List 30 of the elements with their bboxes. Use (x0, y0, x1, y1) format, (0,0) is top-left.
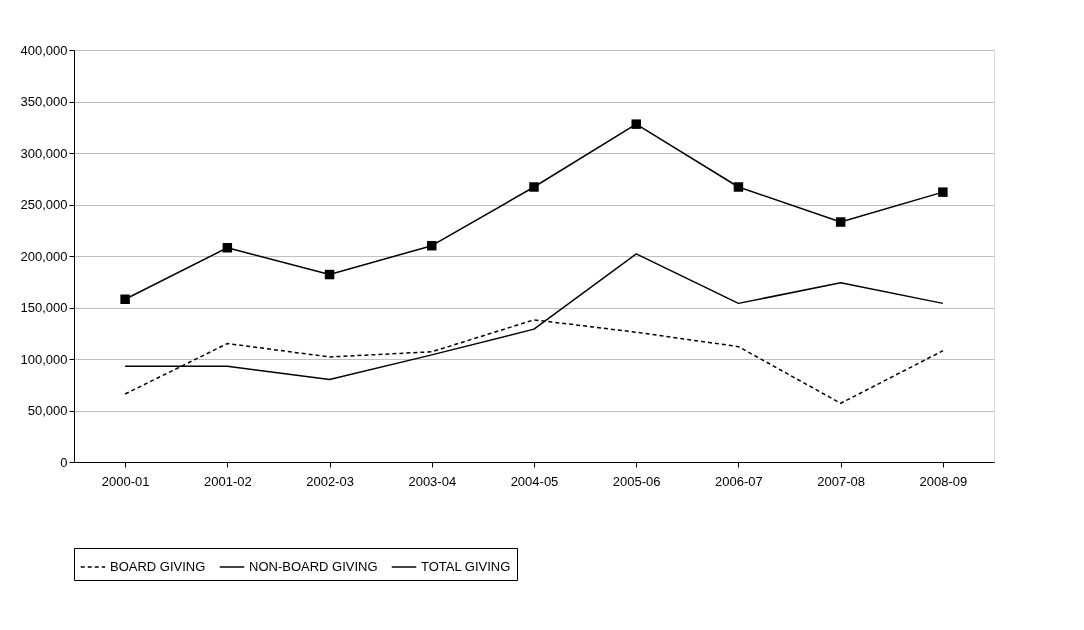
point (631, 119, 641, 129)
y-tick-label: 100,000 (20, 351, 68, 367)
legend-label: BOARD GIVING (110, 559, 206, 574)
x-tick-label: 2002-03 (306, 473, 354, 489)
x-tick-label: 2004-05 (510, 473, 559, 489)
y-tick-label: 400,000 (20, 42, 68, 58)
point (120, 294, 130, 304)
legend-label: NON-BOARD GIVING (249, 559, 378, 574)
point (835, 217, 846, 227)
x-tick-label: 2003-04 (408, 473, 457, 489)
y-tick-label: 250,000 (20, 197, 68, 212)
x-tick-label: 2006-07 (715, 473, 763, 489)
y-tick-label: 300,000 (20, 145, 68, 161)
x-tick-label: 2008-09 (919, 473, 968, 489)
y-tick-label: 150,000 (20, 300, 68, 315)
legend-label: TOTAL GIVING (421, 559, 511, 574)
point (324, 269, 335, 280)
point (938, 187, 948, 197)
y-tick-label: 0 (60, 454, 68, 470)
point (427, 240, 437, 251)
y-tick-label: 200,000 (20, 248, 68, 264)
point (529, 182, 539, 192)
y-tick-label: 50,000 (27, 403, 68, 418)
point (222, 243, 233, 253)
point (733, 182, 744, 192)
x-tick-label: 2001-02 (203, 473, 252, 489)
x-tick-label: 2000-01 (101, 473, 150, 489)
x-tick-label: 2005-06 (612, 473, 661, 489)
x-tick-label: 2007-08 (817, 473, 866, 489)
y-tick-label: 350,000 (20, 94, 68, 109)
